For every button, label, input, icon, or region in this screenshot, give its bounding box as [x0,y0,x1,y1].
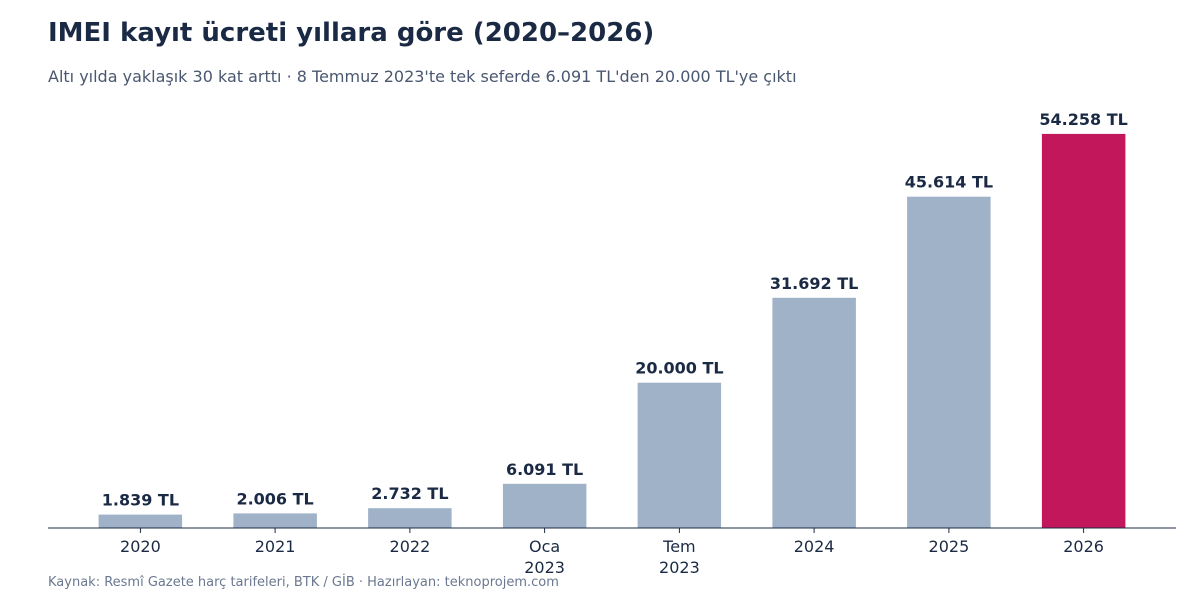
bars-group [98,133,1126,528]
bar-2022 [368,508,452,528]
value-label: 2.006 TL [236,489,313,508]
source-note: Kaynak: Resmî Gazete harç tarifeleri, BT… [48,575,559,590]
bar-2026 [1041,133,1126,528]
value-label: 31.692 TL [770,274,858,293]
bar-2024 [772,297,856,528]
value-label: 45.614 TL [905,173,993,192]
value-label: 6.091 TL [506,460,583,479]
x-tick-label: 2025 [929,537,970,556]
bar-2021 [233,513,317,528]
bar-2025 [907,196,991,528]
value-label: 1.839 TL [102,491,179,510]
x-tick-labels-group: 2020 2021 2022 Oca 2023 Tem 2023 2024 2025 2026 [120,528,1104,577]
x-tick-label: 2020 [120,537,161,556]
x-tick-label: 2024 [794,537,835,556]
bar-2020 [98,514,183,528]
value-label: 20.000 TL [635,359,723,378]
x-tick-label: Oca 2023 [524,537,565,577]
bar-oca-2023 [502,483,587,528]
x-tick-label: 2021 [255,537,296,556]
value-labels-group: 1.839 TL 2.006 TL 2.732 TL 6.091 TL 20.000 T… [102,110,1128,510]
chart-subtitle: Altı yılda yaklaşık 30 kat arttı · 8 Tem… [48,67,797,86]
bar-tem-2023 [637,382,722,528]
chart-title: IMEI kayıt ücreti yıllara göre (2020–202… [48,18,655,48]
value-label: 2.732 TL [371,484,448,503]
value-label: 54.258 TL [1039,110,1127,129]
x-tick-label: 2026 [1063,537,1104,556]
x-tick-label: Tem 2023 [659,537,700,577]
x-tick-label: 2022 [390,537,431,556]
